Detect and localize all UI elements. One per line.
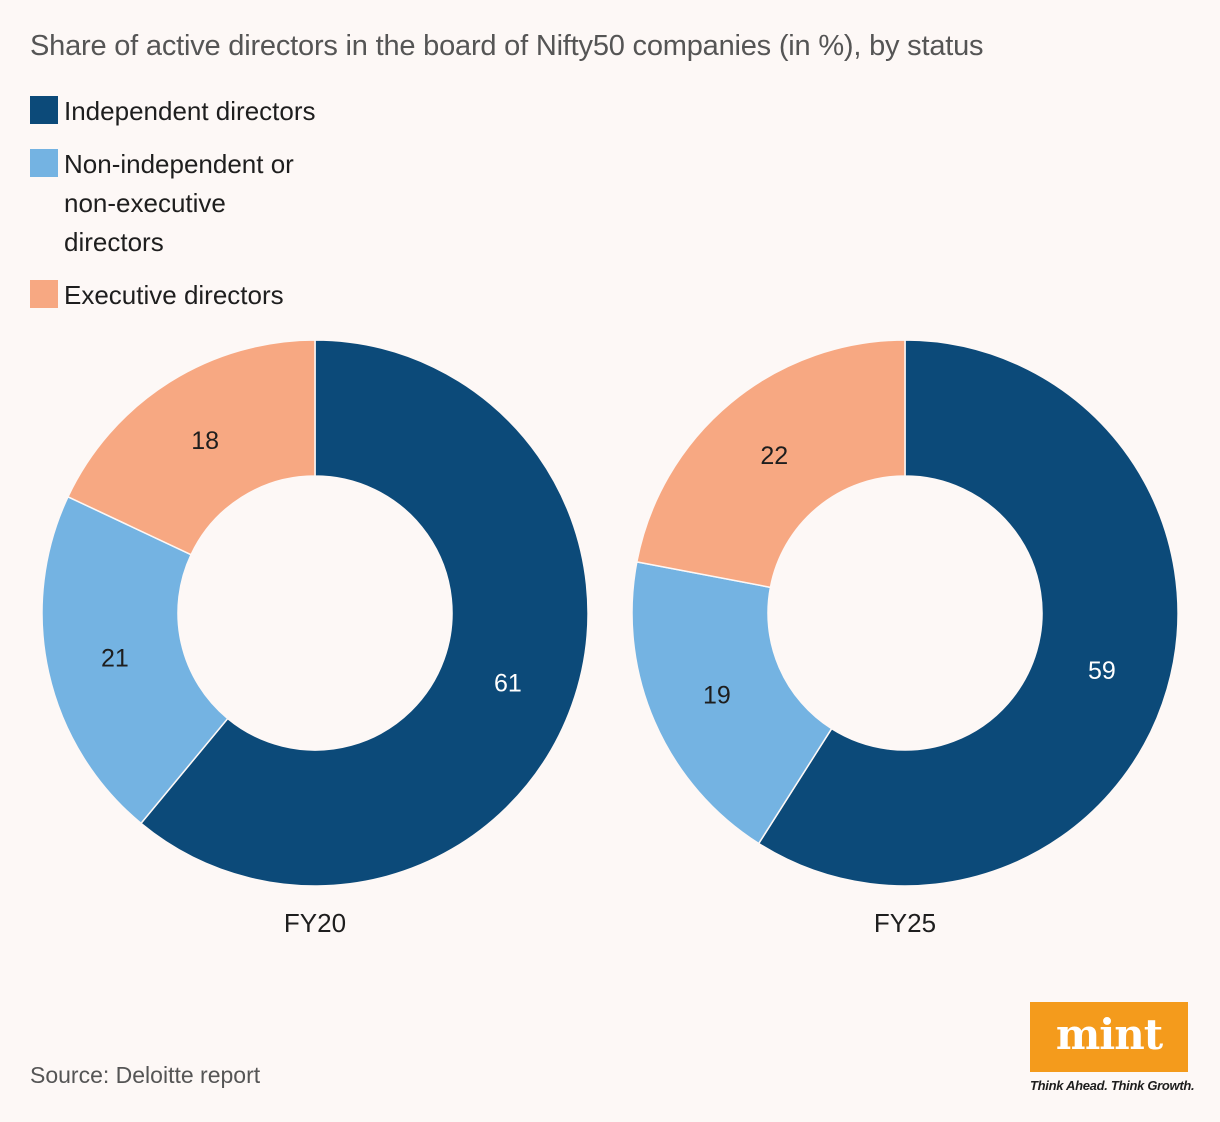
chart-caption-fy25: FY25: [874, 908, 936, 938]
data-label-fy20-non-independent: 21: [101, 645, 129, 673]
data-label-fy25-executive: 22: [760, 442, 788, 470]
donut-fy25: 59 19 22 FY25: [631, 339, 1179, 938]
legend-swatch-executive: [30, 280, 58, 308]
slice-fy20-independent: [139, 339, 589, 887]
chart-title: Share of active directors in the board o…: [30, 30, 984, 62]
legend-label-executive: Executive directors: [64, 280, 284, 310]
slice-fy25-non-independent: [631, 560, 833, 845]
source-note: Source: Deloitte report: [30, 1062, 261, 1088]
slice-fy25-executive: [635, 339, 906, 589]
legend-swatch-non-independent: [30, 149, 58, 177]
mint-logo-tagline: Think Ahead. Think Growth.: [1030, 1078, 1195, 1093]
data-label-fy25-independent: 59: [1088, 657, 1116, 685]
donut-fy20: 61 21 18 FY20: [41, 339, 589, 938]
donut-charts: 61 21 18 FY20 59 19 22 FY25: [41, 339, 1179, 938]
data-label-fy20-executive: 18: [191, 427, 219, 455]
legend: Independent directors Non-independent or…: [30, 92, 390, 329]
legend-label-non-independent: Non-independent or non-executive directo…: [64, 149, 294, 257]
slice-fy20-non-independent: [41, 495, 229, 825]
chart-caption-fy20: FY20: [284, 908, 346, 938]
legend-item-executive: Executive directors: [30, 276, 390, 315]
data-label-fy20-independent: 61: [494, 669, 522, 697]
mint-logo-mark: mint: [1030, 1002, 1188, 1072]
legend-swatch-independent: [30, 96, 58, 124]
legend-item-independent: Independent directors: [30, 92, 390, 131]
legend-item-non-independent: Non-independent or non-executive directo…: [30, 145, 390, 262]
legend-label-independent: Independent directors: [64, 96, 316, 126]
mint-logo: mint Think Ahead. Think Growth.: [1030, 1002, 1195, 1093]
slice-fy25-independent: [757, 339, 1179, 887]
data-label-fy25-non-independent: 19: [703, 681, 731, 709]
slice-fy20-executive: [66, 339, 316, 556]
